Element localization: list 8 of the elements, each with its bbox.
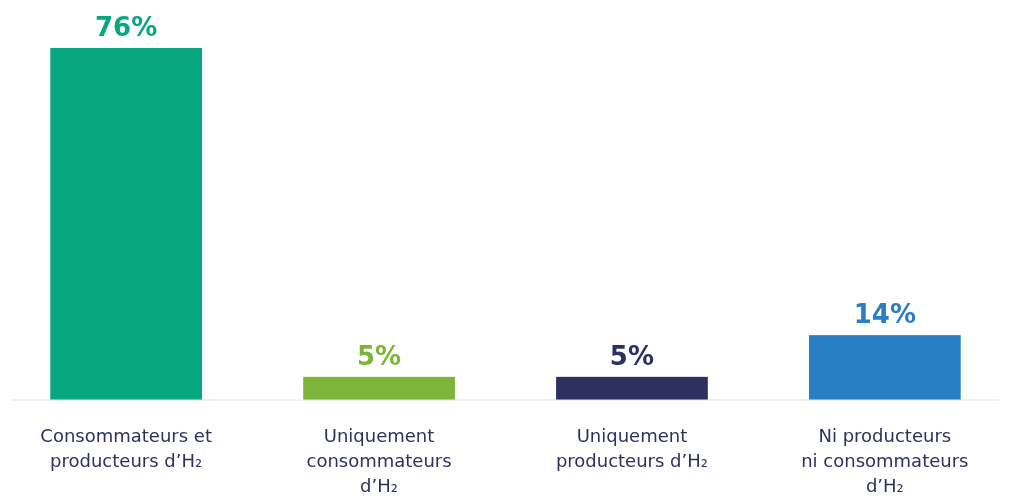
x-tick-label: Uniquement consommateurs d’H₂ — [306, 425, 452, 496]
data-label: 76% — [95, 12, 158, 42]
data-label: 5% — [356, 340, 402, 371]
x-tick-label: Consommateurs et producteurs d’H₂ — [40, 425, 212, 471]
data-label: 14% — [853, 299, 916, 330]
x-tick-label: Ni producteurs ni consommateurs d’H₂ — [801, 425, 969, 496]
x-tick-label: Uniquement producteurs d’H₂ — [555, 425, 709, 471]
data-label: 5% — [609, 340, 655, 371]
